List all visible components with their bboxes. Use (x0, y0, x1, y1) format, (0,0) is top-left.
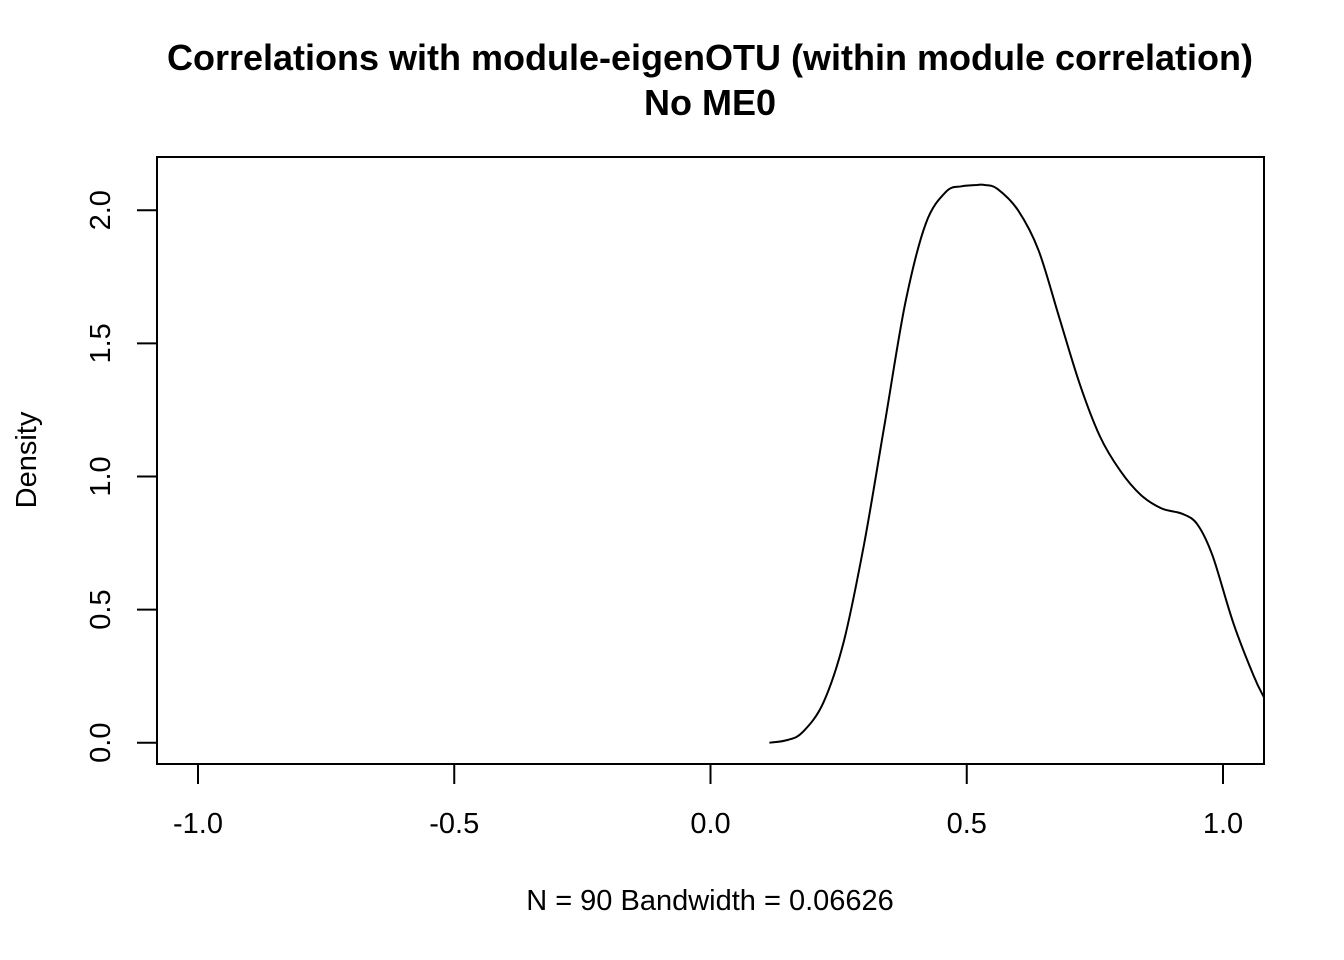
y-tick-label: 0.0 (85, 723, 117, 763)
y-tick-label: 2.0 (85, 190, 117, 230)
chart-subtitle: No ME0 (644, 82, 776, 123)
chart-title: Correlations with module-eigenOTU (withi… (167, 37, 1253, 78)
x-tick-label: 0.5 (947, 808, 987, 840)
x-tick-label: -0.5 (429, 808, 479, 840)
density-curve (769, 183, 1265, 744)
x-axis-label: N = 90 Bandwidth = 0.06626 (526, 885, 894, 917)
x-axis-ticks: -1.0 -0.5 0.0 0.5 1.0 (173, 764, 1243, 840)
y-tick-label: 1.5 (85, 323, 117, 363)
y-tick-label: 0.5 (85, 589, 117, 629)
y-tick-label: 1.0 (85, 456, 117, 496)
y-axis-label: Density (11, 411, 43, 508)
x-tick-label: 1.0 (1203, 808, 1243, 840)
y-axis-ticks: 0.0 0.5 1.0 1.5 2.0 (85, 190, 157, 763)
x-tick-label: -1.0 (173, 808, 223, 840)
x-tick-label: 0.0 (690, 808, 730, 840)
plot-frame (156, 156, 1265, 765)
